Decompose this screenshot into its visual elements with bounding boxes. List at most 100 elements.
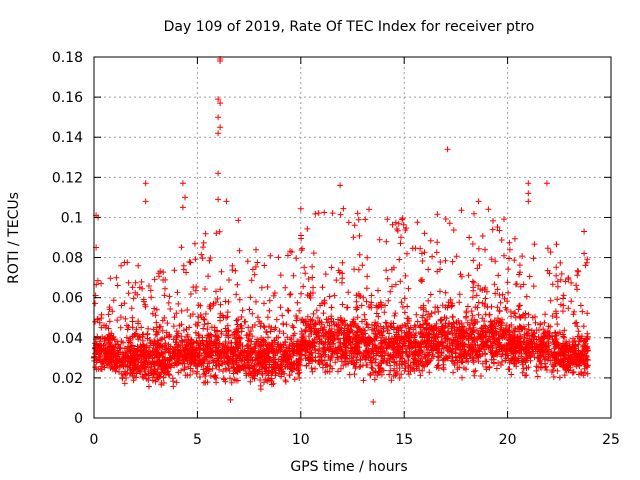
- data-point: [244, 258, 251, 265]
- data-point: [524, 335, 530, 342]
- data-point: [234, 377, 241, 384]
- data-point: [164, 320, 171, 327]
- data-point: [105, 311, 112, 318]
- data-point: [192, 256, 199, 263]
- data-point: [135, 351, 142, 358]
- data-point: [128, 343, 135, 350]
- data-point: [140, 361, 146, 368]
- data-point: [197, 340, 204, 347]
- data-point: [511, 257, 518, 264]
- data-point: [150, 360, 157, 367]
- data-point: [515, 347, 522, 354]
- data-point: [568, 298, 575, 305]
- data-point: [98, 324, 105, 331]
- data-point: [142, 180, 149, 187]
- data-point: [328, 264, 335, 271]
- data-point: [186, 354, 193, 361]
- data-point: [252, 322, 258, 328]
- data-point: [305, 323, 312, 330]
- data-point: [270, 292, 277, 299]
- data-point: [312, 210, 319, 217]
- data-point: [558, 270, 565, 277]
- data-point: [295, 370, 302, 377]
- data-point: [531, 241, 538, 248]
- data-point: [233, 328, 240, 335]
- data-point: [456, 364, 463, 371]
- x-tick-label: 10: [292, 432, 310, 448]
- data-point: [394, 340, 401, 347]
- data-point: [528, 327, 535, 334]
- data-point: [335, 336, 342, 343]
- data-point: [208, 352, 215, 359]
- data-point: [432, 335, 439, 342]
- data-point: [484, 304, 491, 311]
- data-point: [159, 335, 166, 342]
- data-point: [335, 356, 341, 362]
- data-point: [173, 310, 180, 317]
- data-point: [329, 210, 336, 217]
- data-point: [149, 355, 156, 362]
- data-point: [166, 348, 173, 355]
- data-point: [304, 292, 311, 298]
- data-point: [303, 362, 310, 369]
- data-point: [227, 396, 234, 403]
- data-point: [534, 350, 541, 357]
- data-point: [471, 335, 478, 342]
- data-point: [138, 278, 145, 285]
- data-point: [267, 252, 274, 259]
- data-point: [187, 365, 194, 372]
- data-point: [425, 311, 432, 318]
- data-point: [282, 284, 289, 291]
- data-point: [575, 328, 582, 335]
- data-point: [464, 330, 471, 337]
- data-point: [263, 329, 270, 336]
- data-point: [561, 327, 568, 334]
- data-point: [142, 301, 149, 308]
- data-point: [351, 222, 358, 229]
- data-point: [220, 375, 227, 382]
- y-tick-label: 0.12: [52, 170, 83, 186]
- data-point: [290, 352, 296, 359]
- data-point: [345, 219, 352, 226]
- data-point: [202, 373, 209, 379]
- data-point: [328, 318, 335, 325]
- data-point: [339, 259, 346, 266]
- data-point: [575, 341, 582, 348]
- data-point: [299, 245, 306, 252]
- data-point: [547, 297, 554, 304]
- data-point: [206, 360, 213, 367]
- data-point: [538, 343, 545, 350]
- data-point: [226, 277, 232, 283]
- data-point: [207, 345, 214, 352]
- data-point: [393, 348, 400, 355]
- data-point: [398, 371, 405, 378]
- data-point: [353, 304, 360, 311]
- data-point: [280, 342, 287, 349]
- data-point: [487, 319, 494, 325]
- data-point: [401, 295, 408, 302]
- data-point: [501, 216, 507, 223]
- data-point: [447, 296, 454, 303]
- data-point: [346, 333, 353, 340]
- data-point: [584, 370, 591, 377]
- data-point: [162, 285, 168, 292]
- data-point: [515, 306, 522, 313]
- data-point: [434, 268, 441, 275]
- data-point: [264, 284, 271, 290]
- data-point: [526, 273, 533, 280]
- data-point: [530, 283, 537, 290]
- data-point: [573, 319, 580, 326]
- data-point: [288, 336, 295, 343]
- data-point: [110, 333, 117, 340]
- data-point: [495, 272, 502, 279]
- data-point: [408, 331, 415, 338]
- data-point: [105, 351, 112, 358]
- data-point: [218, 268, 225, 275]
- data-point: [398, 299, 405, 306]
- data-point: [243, 372, 250, 379]
- data-point: [407, 324, 414, 331]
- data-point: [469, 241, 476, 247]
- y-tick-label: 0.14: [52, 130, 83, 146]
- data-point: [493, 365, 500, 372]
